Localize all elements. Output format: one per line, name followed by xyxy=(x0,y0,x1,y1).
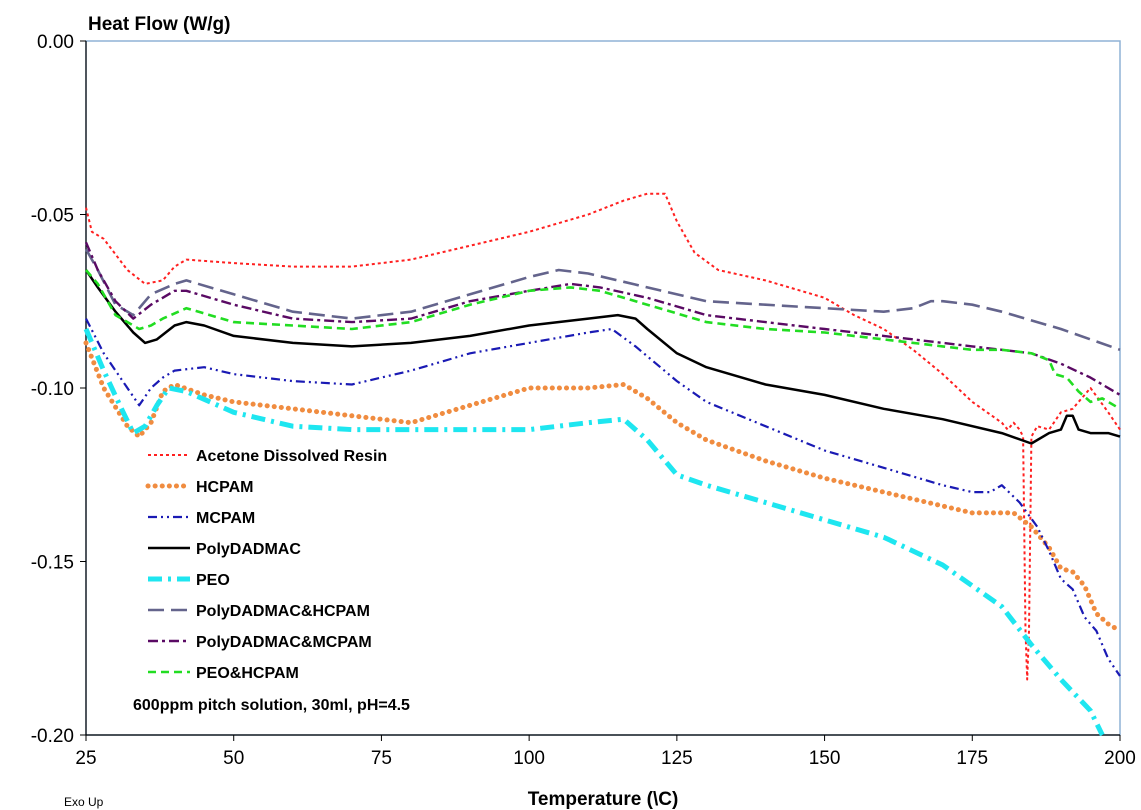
x-tick-label: 175 xyxy=(956,748,988,769)
series-line-1 xyxy=(85,192,1121,681)
x-tick-label: 200 xyxy=(1104,748,1136,769)
series-line-6 xyxy=(84,248,1121,352)
x-tick-label: 150 xyxy=(809,748,841,769)
x-tick-label: 50 xyxy=(223,748,244,769)
y-tick-label: -0.15 xyxy=(31,553,74,574)
x-tick-label: 75 xyxy=(371,748,392,769)
y-axis-title: Heat Flow (W/g) xyxy=(88,14,230,35)
y-tick-label: -0.20 xyxy=(31,726,74,747)
exo-up-label: Exo Up xyxy=(64,795,104,809)
series-line-8 xyxy=(85,269,1121,410)
legend-label-2: HCPAM xyxy=(196,479,253,496)
legend-label-5: PEO xyxy=(196,572,230,589)
x-axis-title: Temperature (\C) xyxy=(528,789,679,810)
legend-label-7: PolyDADMAC&MCPAM xyxy=(196,634,372,651)
y-tick-label: -0.10 xyxy=(31,379,74,400)
legend-label-6: PolyDADMAC&HCPAM xyxy=(196,603,370,620)
annotation-text: 600ppm pitch solution, 30ml, pH=4.5 xyxy=(133,697,410,714)
x-tick-label: 100 xyxy=(513,748,545,769)
y-tick-label: -0.05 xyxy=(31,206,74,227)
series-lines xyxy=(83,192,1123,737)
legend: Acetone Dissolved Resin HCPAM MCPAM PolyDAD… xyxy=(145,448,387,682)
series-line-4 xyxy=(84,269,1121,445)
axis-ticks: 25 50 75 100 125 150 175 200 0.00 -0.05 -0.10 -0.15… xyxy=(31,32,1136,769)
legend-label-3: MCPAM xyxy=(196,510,255,527)
legend-label-8: PEO&HCPAM xyxy=(196,665,299,682)
x-tick-label: 125 xyxy=(661,748,693,769)
legend-label-1: Acetone Dissolved Resin xyxy=(196,448,387,465)
x-tick-label: 25 xyxy=(75,748,96,769)
series-line-7 xyxy=(84,241,1121,396)
series-line-3 xyxy=(85,318,1121,677)
y-tick-label: 0.00 xyxy=(37,32,74,53)
legend-label-4: PolyDADMAC xyxy=(196,541,301,558)
